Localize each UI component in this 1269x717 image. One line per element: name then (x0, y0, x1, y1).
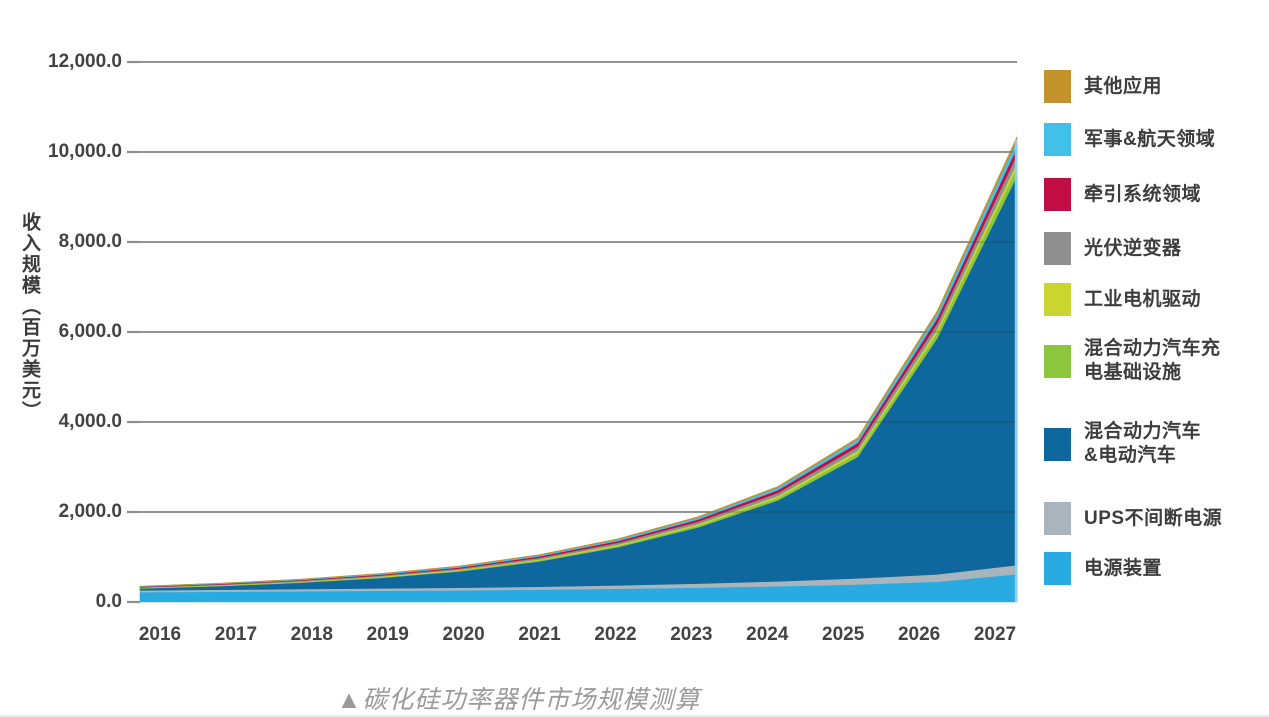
legend-label-ups: UPS不间断电源 (1084, 507, 1223, 529)
x-tick-label-2022: 2022 (594, 624, 637, 645)
x-tick-label-2026: 2026 (897, 624, 941, 645)
legend-item-other-apps: 其他应用 (1044, 70, 1162, 103)
legend-item-traction-systems: 牵引系统领域 (1044, 178, 1201, 211)
legend-label-other-apps: 其他应用 (1084, 75, 1163, 97)
legend-item-hev-charging-infra: 混合动力汽车充 电基础设施 (1044, 337, 1221, 385)
legend-label-pv-inverter: 光伏逆变器 (1084, 237, 1182, 259)
legend-item-hev-ev: 混合动力汽车 &电动汽车 (1044, 420, 1201, 468)
x-tick-label-2024: 2024 (746, 624, 789, 645)
legend-item-ups: UPS不间断电源 (1044, 502, 1222, 535)
legend-item-industrial-motor-drive: 工业电机驱动 (1044, 283, 1201, 316)
legend-swatch-power-supply (1044, 552, 1071, 585)
chart-caption: ▲碳化硅功率器件市场规模测算 (336, 686, 701, 714)
legend-swatch-pv-inverter (1044, 232, 1071, 265)
x-tick-label-2019: 2019 (366, 624, 409, 645)
legend-label-military-aerospace: 军事&航天领域 (1084, 128, 1216, 150)
x-tick-label-2023: 2023 (670, 624, 713, 645)
legend-label-hev-charging-infra: 混合动力汽车充 电基础设施 (1084, 338, 1221, 383)
y-tick-label: 6,000.0 (58, 321, 122, 342)
legend-item-military-aerospace: 军事&航天领域 (1044, 123, 1215, 156)
x-tick-label-2016: 2016 (138, 624, 182, 645)
y-tick-label: 2,000.0 (58, 501, 122, 522)
x-tick-label-2025: 2025 (822, 624, 865, 645)
x-tick-label-2021: 2021 (518, 624, 561, 645)
x-tick-label-2027: 2027 (973, 624, 1017, 645)
legend-swatch-ups (1044, 502, 1071, 535)
y-axis-title: 收入规模（百万美元） (19, 212, 40, 422)
legend-swatch-traction-systems (1044, 178, 1071, 211)
legend-label-traction-systems: 牵引系统领域 (1084, 183, 1202, 205)
y-tick-label: 12,000.0 (48, 51, 122, 72)
y-tick-label: 4,000.0 (58, 411, 122, 432)
legend-swatch-hev-charging-infra (1044, 344, 1071, 378)
x-tick-label-2020: 2020 (442, 624, 485, 645)
x-tick-label-2018: 2018 (290, 624, 333, 645)
y-tick-label: 0.0 (95, 591, 122, 612)
legend-swatch-industrial-motor-drive (1044, 283, 1071, 316)
y-tick-label: 10,000.0 (48, 141, 122, 162)
legend-item-power-supply: 电源装置 (1044, 552, 1162, 585)
legend-label-hev-ev: 混合动力汽车 &电动汽车 (1084, 421, 1202, 466)
legend-label-industrial-motor-drive: 工业电机驱动 (1084, 288, 1202, 310)
legend-label-power-supply: 电源装置 (1084, 557, 1163, 579)
legend-swatch-other-apps (1044, 70, 1071, 103)
legend-swatch-hev-ev (1044, 427, 1071, 461)
y-tick-label: 8,000.0 (58, 231, 122, 252)
x-tick-label-2017: 2017 (214, 624, 258, 645)
legend-item-pv-inverter: 光伏逆变器 (1044, 232, 1182, 265)
area-series-hev-ev (139, 175, 1018, 591)
chart-legend: 其他应用军事&航天领域 牵引系统领域 光伏逆变器工业电机驱动混合动力汽车充 电基础设… (1044, 0, 1264, 620)
bottom-divider (0, 715, 1269, 717)
legend-swatch-military-aerospace (1044, 123, 1071, 156)
